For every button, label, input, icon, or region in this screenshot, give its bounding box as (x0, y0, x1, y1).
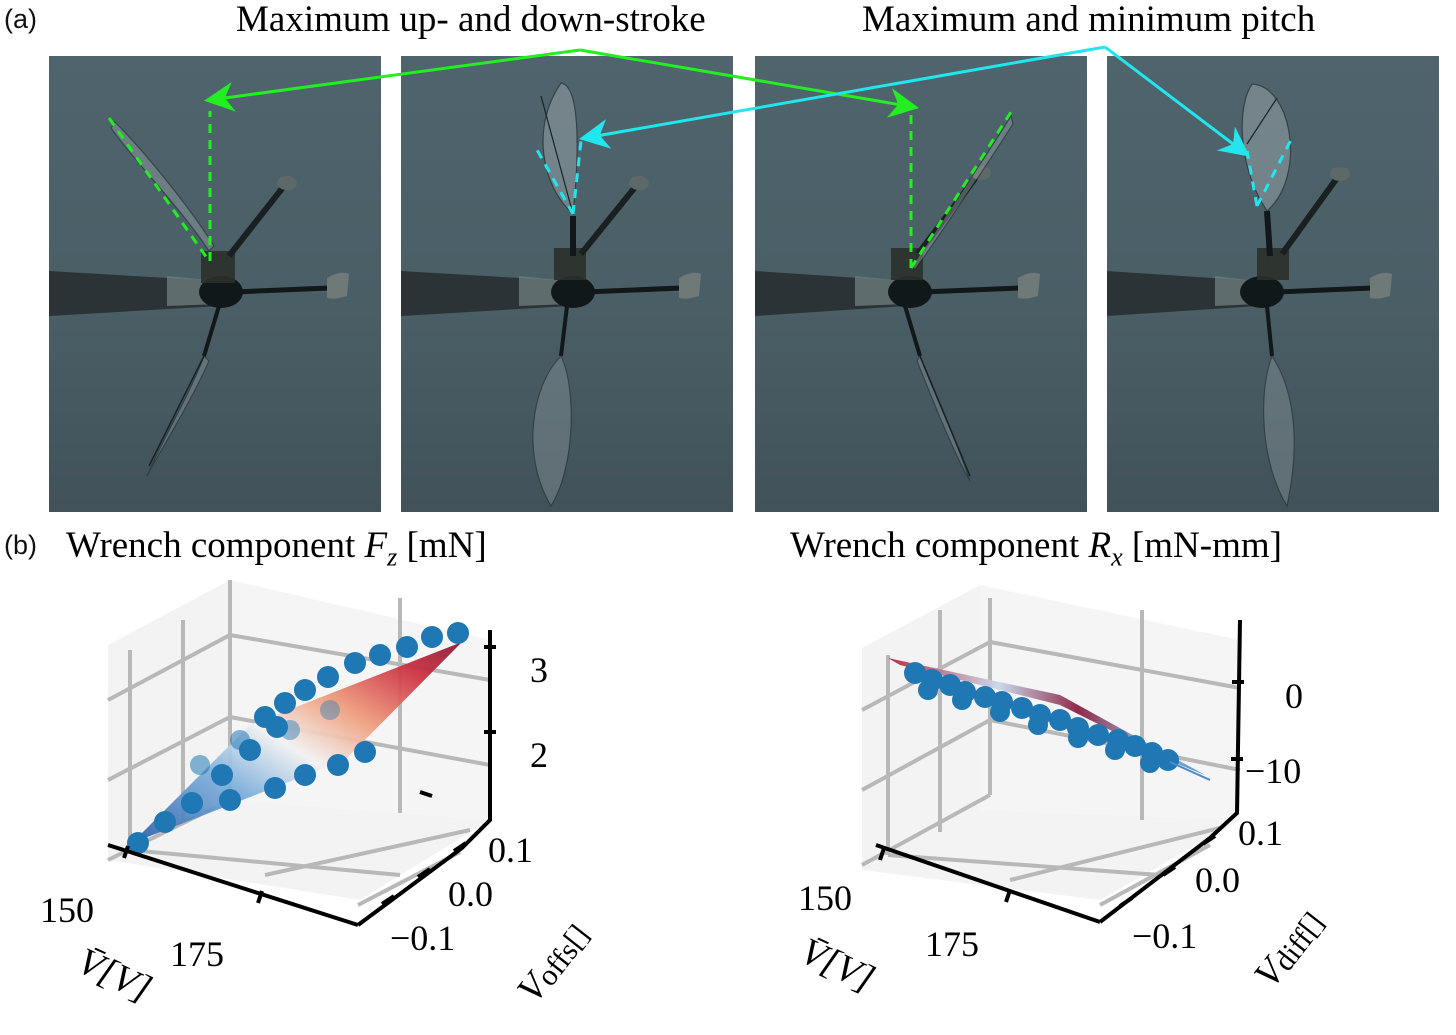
robot-insect-illustration (401, 82, 701, 508)
heading-pitch: Maximum and minimum pitch (862, 0, 1316, 40)
x-tick-175: 175 (170, 934, 224, 974)
axes (875, 619, 1242, 924)
title-unit: [mN-mm] (1122, 525, 1282, 566)
fit-surface (132, 642, 462, 843)
photo-max-upstroke (49, 56, 381, 512)
y-tick-0.1: 0.1 (1238, 813, 1283, 853)
title-subscript: z (387, 542, 398, 572)
title-prefix: Wrench component (790, 525, 1089, 566)
scatter-points (904, 662, 1179, 773)
z-tick-2: 2 (530, 735, 548, 775)
svg-text:Vdiff[]: Vdiff[] (1246, 902, 1332, 996)
title-prefix: Wrench component (66, 525, 365, 566)
chart-fz-3d: 3 2 0.1 0.0 −0.1 150 175 V̄[V] Voffs[] (40, 580, 597, 1011)
photo-max-downstroke (755, 56, 1087, 512)
title-unit: [mN] (397, 525, 487, 566)
robot-insect-illustration (1107, 83, 1392, 508)
x-tick-150: 150 (40, 890, 94, 930)
z-tick-neg10: −10 (1245, 751, 1301, 791)
panel-b-label: (b) (4, 530, 37, 560)
y-tick-0.1: 0.1 (488, 830, 533, 870)
svg-text:Voffs[]: Voffs[] (509, 914, 597, 1010)
y-axis-label: Voffs[] (509, 914, 597, 1010)
surface-tail (1169, 761, 1211, 781)
svg-text:V̄[V]: V̄[V] (71, 940, 158, 1010)
z-tick-3: 3 (530, 650, 548, 690)
y-tick-neg0.1: −0.1 (1132, 916, 1197, 956)
photo-min-pitch (1107, 56, 1439, 512)
photo-max-pitch (401, 56, 733, 512)
z-tick-0: 0 (1285, 676, 1303, 716)
robot-insect-illustration (755, 108, 1040, 482)
y-tick-0.0: 0.0 (1195, 860, 1240, 900)
robot-insect-illustration (49, 111, 349, 477)
x-axis-label: V̄[V] (71, 940, 158, 1010)
title-symbol: R (1088, 525, 1112, 566)
heading-stroke: Maximum up- and down-stroke (236, 0, 706, 40)
axis-ticks (878, 680, 1244, 908)
y-tick-0.0: 0.0 (448, 874, 493, 914)
svg-text:V̄[V]: V̄[V] (794, 930, 881, 1000)
chart-title-rx: Wrench component Rx [mN-mm] (790, 524, 1282, 572)
axis-ticks (122, 645, 496, 906)
y-tick-neg0.1: −0.1 (390, 918, 455, 958)
y-axis-label: Vdiff[] (1246, 902, 1332, 996)
scatter-points (127, 622, 469, 854)
axes (107, 630, 492, 927)
x-axis-label: V̄[V] (794, 930, 881, 1000)
panel-a-label: (a) (4, 4, 37, 34)
chart-rx-3d: 0 −10 0.1 0.0 −0.1 150 175 V̄[V] Vdiff[] (794, 585, 1332, 1000)
chart-title-fz: Wrench component Fz [mN] (66, 524, 487, 572)
x-tick-150: 150 (798, 878, 852, 918)
title-symbol: F (364, 525, 388, 566)
x-tick-175: 175 (925, 924, 979, 964)
title-subscript: x (1111, 542, 1123, 572)
